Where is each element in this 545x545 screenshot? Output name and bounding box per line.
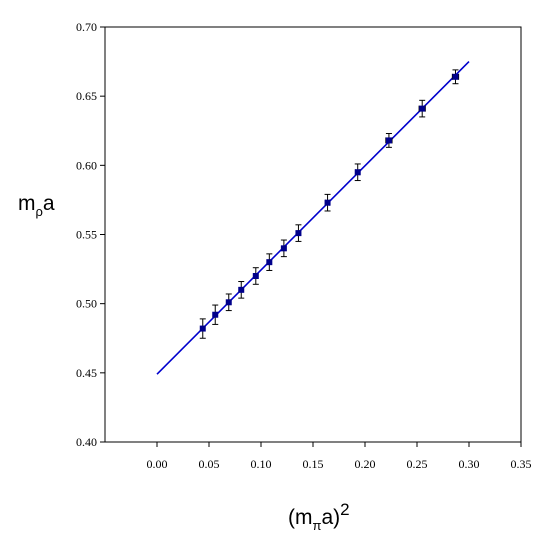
y-tick-label: 0.55 [76,228,97,242]
point-marker [280,245,287,252]
point-marker [452,73,459,80]
point-marker [238,286,245,293]
x-tick-label: 0.20 [355,457,376,471]
data-point [280,239,287,258]
x-axis-title-mid: a) [321,506,340,529]
y-tick-label: 0.70 [76,20,97,34]
y-axis-ticks: 0.40 0.45 0.50 0.55 0.60 0.65 0.70 [76,20,105,449]
point-marker [354,169,361,176]
x-axis-ticks: 0.00 0.05 0.10 0.15 0.20 0.25 0.30 0.35 [147,442,532,471]
data-point [295,224,302,242]
point-marker [252,273,259,279]
data-point [199,318,206,339]
fit-lines [156,61,470,375]
plot-frame [104,26,522,443]
data-point [354,163,361,182]
data-point [238,281,245,299]
data-points [199,69,460,339]
x-axis-title: (mπa)2 [288,500,350,533]
data-point [451,69,460,85]
data-point [225,293,232,312]
y-tick-label: 0.65 [76,89,97,103]
x-tick-label: 0.10 [251,457,272,471]
data-point [324,193,331,212]
y-axis-title: mρa [18,192,55,219]
y-tick-label: 0.45 [76,366,97,380]
x-tick-label: 0.00 [147,457,168,471]
y-tick-label: 0.60 [76,158,97,172]
point-marker [419,105,426,112]
x-axis-title-base: (m [288,506,313,529]
x-axis-title-sup: 2 [340,500,349,519]
data-point [252,267,259,285]
x-axis-title-sub: π [313,518,322,533]
plot-area: 0.00 0.05 0.10 0.15 0.20 0.25 0.30 0.35 0.400.4… [76,20,532,471]
point-marker [324,199,331,206]
point-marker [199,325,206,332]
y-axis-title-base: m [18,192,36,215]
x-tick-label: 0.05 [199,457,220,471]
y-tick-label: 0.40 [76,435,97,449]
point-marker [212,311,219,318]
point-marker [295,230,302,237]
y-tick-label: 0.50 [76,297,97,311]
data-point [212,304,219,325]
x-tick-label: 0.25 [407,457,428,471]
point-marker [225,299,232,306]
x-tick-label: 0.35 [511,457,532,471]
point-marker [266,259,273,266]
fit-line [156,61,470,375]
data-point [418,99,426,118]
x-tick-label: 0.15 [303,457,324,471]
data-point [266,253,273,271]
x-tick-label: 0.30 [459,457,480,471]
y-axis-title-tail: a [43,192,55,215]
y-axis-title-sub: ρ [36,204,43,219]
point-marker [385,137,392,144]
data-point [385,133,393,148]
